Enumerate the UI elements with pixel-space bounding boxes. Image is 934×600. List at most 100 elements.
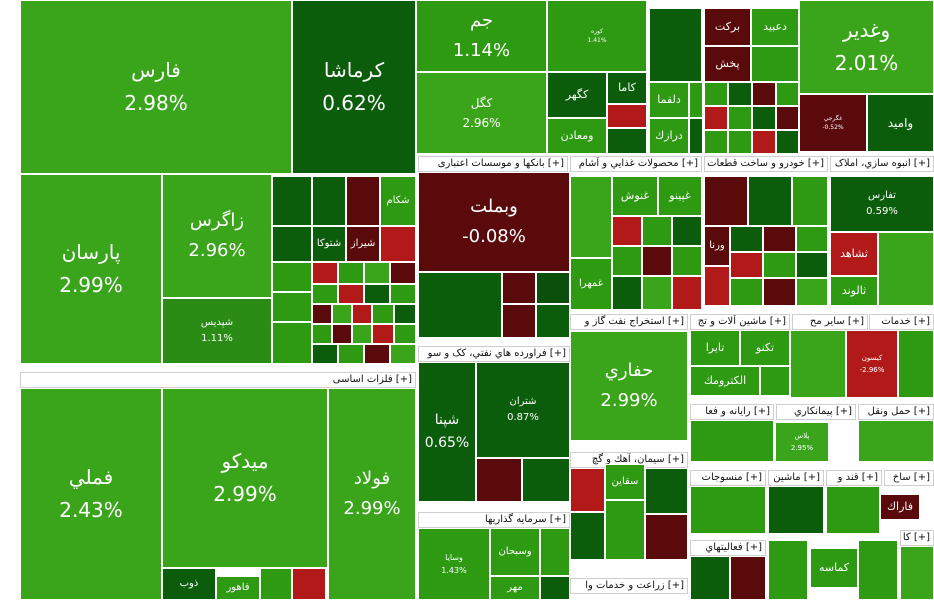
stock-tile-small[interactable] xyxy=(338,284,364,304)
stock-tile-small[interactable] xyxy=(536,304,570,338)
stock-tile-small[interactable] xyxy=(690,486,766,534)
stock-tile[interactable]: كگهر xyxy=(547,72,607,118)
stock-tile[interactable]: شتوكا xyxy=(312,226,346,262)
stock-tile-small[interactable] xyxy=(612,216,642,246)
stock-tile-small[interactable] xyxy=(352,304,372,324)
stock-tile-small[interactable] xyxy=(570,512,605,560)
sector-header[interactable]: [+] حمل ونقل xyxy=(858,404,934,420)
stock-tile-small[interactable] xyxy=(704,82,728,106)
sector-header[interactable]: [+] خدمات xyxy=(869,314,934,330)
stock-tile[interactable]: تكنو xyxy=(740,330,790,366)
stock-tile[interactable]: ورنا xyxy=(704,226,730,266)
stock-tile-small[interactable] xyxy=(776,82,799,106)
stock-tile[interactable]: كگل 2.96% xyxy=(416,72,547,154)
stock-tile-small[interactable] xyxy=(607,128,647,154)
stock-tile[interactable]: الكترومك xyxy=(690,366,760,396)
sector-header[interactable]: [+] خودرو و ساخت قطعات xyxy=(704,156,828,172)
stock-tile[interactable]: غگرجي -0.52% xyxy=(799,94,867,152)
stock-tile-small[interactable] xyxy=(704,106,728,130)
stock-tile-small[interactable] xyxy=(394,324,416,344)
stock-tile-small[interactable] xyxy=(768,486,824,534)
stock-tile[interactable]: غمهرا xyxy=(570,258,612,310)
stock-tile-small[interactable] xyxy=(394,304,416,324)
stock-tile-small[interactable] xyxy=(390,344,416,364)
stock-tile-small[interactable] xyxy=(338,344,364,364)
stock-tile-small[interactable] xyxy=(730,556,766,600)
stock-tile-small[interactable] xyxy=(536,272,570,304)
stock-tile-small[interactable] xyxy=(689,82,703,118)
stock-tile-small[interactable] xyxy=(704,130,728,154)
stock-tile[interactable]: تايرا xyxy=(690,330,740,366)
stock-tile-small[interactable] xyxy=(776,130,799,154)
stock-tile-small[interactable] xyxy=(292,568,326,600)
stock-tile[interactable]: بركت xyxy=(704,8,751,46)
stock-tile-small[interactable] xyxy=(332,324,352,344)
stock-tile-small[interactable] xyxy=(372,304,394,324)
stock-tile-small[interactable] xyxy=(338,262,364,284)
stock-tile-small[interactable] xyxy=(390,262,416,284)
sector-header[interactable]: [+] ماشين آلات و تج xyxy=(690,314,790,330)
stock-tile[interactable]: غنوش xyxy=(612,176,658,216)
stock-tile-small[interactable] xyxy=(751,46,799,82)
stock-tile[interactable]: فملي 2.43% xyxy=(20,388,162,600)
stock-tile[interactable]: شپديس 1.11% xyxy=(162,298,272,364)
stock-tile-small[interactable] xyxy=(312,284,338,304)
stock-tile-small[interactable] xyxy=(522,458,570,502)
stock-tile-small[interactable] xyxy=(502,304,536,338)
stock-tile-small[interactable] xyxy=(312,344,338,364)
sector-header[interactable]: [+] ساير مح xyxy=(792,314,868,330)
stock-tile-small[interactable] xyxy=(476,458,522,502)
stock-tile-small[interactable] xyxy=(364,344,390,364)
stock-tile[interactable]: كيسون -2.96% xyxy=(846,330,898,398)
sector-header[interactable]: [+] انبوه سازي، املاک xyxy=(830,156,934,172)
stock-tile-small[interactable] xyxy=(312,176,346,226)
stock-tile-small[interactable] xyxy=(689,118,703,154)
stock-tile-small[interactable] xyxy=(272,176,312,226)
stock-tile-small[interactable] xyxy=(776,106,799,130)
stock-tile[interactable]: وسايا 1.43% xyxy=(418,528,490,600)
stock-tile-small[interactable] xyxy=(312,304,332,324)
stock-tile[interactable]: شپنا 0.65% xyxy=(418,362,476,502)
stock-tile-small[interactable] xyxy=(645,514,688,560)
stock-tile[interactable]: وسبحان xyxy=(490,528,540,576)
stock-tile-small[interactable] xyxy=(312,324,332,344)
stock-tile-small[interactable] xyxy=(312,262,338,284)
stock-tile[interactable]: كاما xyxy=(607,72,647,104)
sector-header[interactable]: [+] فلزات اساسی xyxy=(20,372,416,388)
stock-tile-small[interactable] xyxy=(768,540,808,600)
stock-tile-small[interactable] xyxy=(570,468,605,512)
stock-tile-small[interactable] xyxy=(752,106,776,130)
stock-tile-small[interactable] xyxy=(540,528,570,576)
stock-tile-small[interactable] xyxy=(760,366,790,396)
stock-tile-small[interactable] xyxy=(704,176,748,226)
stock-tile[interactable]: دعبيد xyxy=(751,8,799,46)
stock-tile-small[interactable] xyxy=(418,272,502,338)
stock-tile[interactable]: ثالوند xyxy=(830,276,878,306)
stock-tile[interactable]: كوره 1.41% xyxy=(547,0,647,72)
sector-header[interactable]: [+] ماشين xyxy=(768,470,824,486)
stock-tile-small[interactable] xyxy=(642,246,672,276)
stock-tile[interactable]: زاگرس 2.96% xyxy=(162,174,272,298)
stock-tile-small[interactable] xyxy=(898,330,934,398)
stock-tile[interactable]: فارس 2.98% xyxy=(20,0,292,174)
sector-header[interactable]: [+] ساخ xyxy=(884,470,934,486)
stock-tile[interactable]: فاهور xyxy=(216,576,260,600)
stock-tile-small[interactable] xyxy=(790,330,846,398)
stock-tile-small[interactable] xyxy=(364,284,390,304)
stock-tile[interactable]: وبملت -0.08% xyxy=(418,172,570,272)
stock-tile[interactable]: شتران 0.87% xyxy=(476,362,570,458)
stock-tile-small[interactable] xyxy=(352,324,372,344)
stock-tile[interactable]: كرماشا 0.62% xyxy=(292,0,416,174)
sector-header[interactable]: [+] استخراج نفت گاز و xyxy=(570,314,688,330)
stock-tile-small[interactable] xyxy=(878,232,934,306)
sector-header[interactable]: [+] سرمايه گذاريها xyxy=(418,512,570,528)
stock-tile-small[interactable] xyxy=(272,292,312,322)
stock-tile-small[interactable] xyxy=(607,104,647,128)
stock-tile[interactable]: پلاس 2.95% xyxy=(775,422,829,462)
stock-tile-small[interactable] xyxy=(570,176,612,258)
stock-tile-small[interactable] xyxy=(748,176,792,226)
stock-tile-small[interactable] xyxy=(728,130,752,154)
stock-tile[interactable]: جم 1.14% xyxy=(416,0,547,72)
stock-tile-small[interactable] xyxy=(272,262,312,292)
sector-header[interactable]: [+] زراعت و خدمات وا xyxy=(570,578,688,594)
